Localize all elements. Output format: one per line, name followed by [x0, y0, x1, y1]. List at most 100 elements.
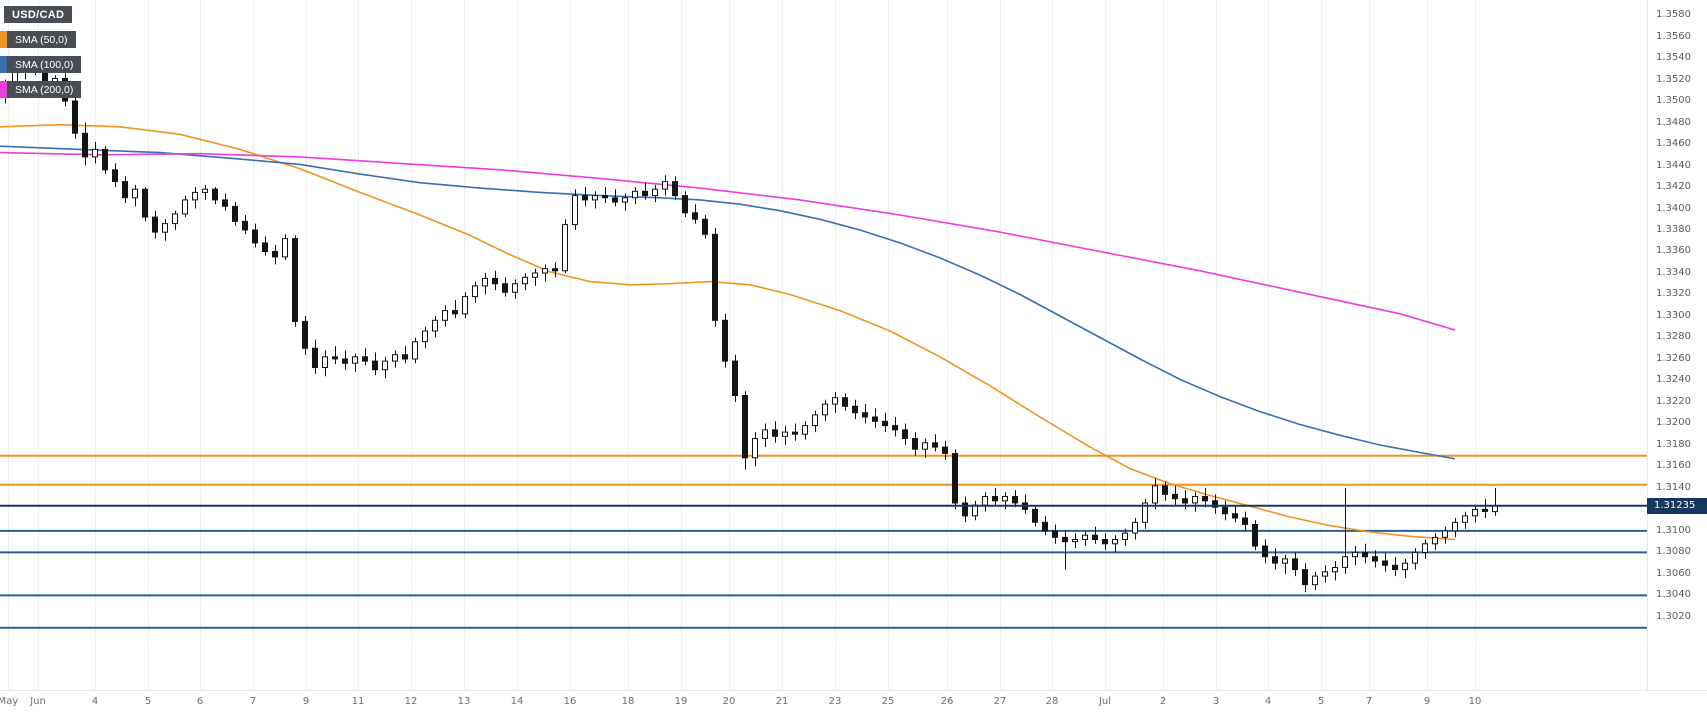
candle-bullish [422, 330, 428, 343]
candle-bearish [242, 220, 248, 231]
price-axis-label: 1.3280 [1656, 331, 1691, 343]
time-axis-label: 5 [1317, 696, 1325, 707]
candle-bearish [872, 416, 878, 422]
price-axis-label: 1.3340 [1656, 266, 1691, 278]
candle-bearish [1262, 545, 1268, 558]
candle-bearish [742, 395, 748, 459]
candle-bullish [762, 429, 768, 439]
candle-bearish [152, 216, 158, 233]
candle-bearish [332, 356, 338, 360]
candle-bearish [952, 453, 958, 504]
candle-bearish [932, 442, 938, 448]
candle-bullish [482, 277, 488, 287]
time-axis-label: 19 [674, 696, 688, 707]
candle-bearish [602, 195, 608, 199]
candle-bearish [642, 190, 648, 197]
candle-bullish [1312, 575, 1318, 586]
price-axis-label: 1.3200 [1656, 417, 1691, 429]
time-axis-label: 28 [1045, 696, 1059, 707]
sma-200-line [0, 151, 1456, 331]
candle-bearish [82, 132, 88, 158]
sma-100-badge[interactable]: SMA (100,0) [7, 56, 82, 73]
candle-bullish [322, 356, 328, 368]
candle-bearish [142, 188, 148, 218]
candle-bearish [272, 251, 278, 258]
candle-bullish [782, 431, 788, 437]
candle-bullish [1002, 496, 1008, 502]
sma-200-badge[interactable]: SMA (200,0) [7, 81, 82, 98]
time-axis-label: 23 [828, 696, 842, 707]
candle-bearish [1162, 485, 1168, 495]
candle-bullish [572, 195, 578, 226]
candle-bullish [472, 285, 478, 298]
candle-bullish [1132, 521, 1138, 534]
candle-bullish [1452, 521, 1458, 532]
sma-50-line [0, 123, 1456, 541]
time-axis-label: 11 [351, 696, 365, 707]
price-axis-label: 1.3540 [1656, 52, 1691, 64]
candle-bearish [842, 397, 848, 407]
candle-bullish [832, 397, 838, 405]
candle-bullish [352, 356, 358, 364]
candle-bullish [812, 414, 818, 427]
candle-bullish [662, 181, 668, 190]
candle-bullish [382, 360, 388, 371]
candle-bearish [122, 181, 128, 199]
price-axis-label: 1.3360 [1656, 245, 1691, 257]
candle-bearish [612, 197, 618, 203]
candle-bullish [442, 310, 448, 321]
candle-bullish [1332, 567, 1338, 573]
time-axis-label: 9 [1423, 696, 1431, 707]
candle-bearish [862, 412, 868, 418]
candle-bullish [202, 188, 208, 193]
candle-bearish [912, 438, 918, 450]
sma-50-color-tab [0, 31, 7, 48]
sma-100-line [0, 145, 1456, 460]
candle-bearish [72, 100, 78, 134]
candle-bearish [1302, 569, 1308, 586]
time-axis-label: 7 [249, 696, 257, 707]
price-axis-label: 1.3020 [1656, 610, 1691, 622]
time-axis-label: 18 [621, 696, 635, 707]
candle-bullish [542, 268, 548, 274]
candle-bullish [982, 496, 988, 506]
candle-bullish [632, 190, 638, 199]
candle-bullish [592, 195, 598, 201]
price-axis-label: 1.3100 [1656, 524, 1691, 536]
candle-bearish [1382, 560, 1388, 566]
price-axis-label: 1.3060 [1656, 567, 1691, 579]
candle-bearish [992, 496, 998, 502]
time-axis-label: 14 [510, 696, 524, 707]
candle-bearish [262, 242, 268, 252]
candlestick-chart[interactable] [0, 0, 1647, 690]
candle-bearish [1012, 496, 1018, 504]
sma-50-badge[interactable]: SMA (50,0) [7, 31, 76, 48]
time-axis-label: 5 [144, 696, 152, 707]
candle-bearish [722, 319, 728, 362]
candle-bearish [502, 283, 508, 293]
candle-bullish [752, 438, 758, 459]
candle-bearish [1372, 556, 1378, 562]
time-axis-label: Jul [1098, 696, 1112, 707]
price-axis-label: 1.3420 [1656, 181, 1691, 192]
candle-bullish [512, 283, 518, 293]
candle-bearish [582, 195, 588, 201]
candle-bearish [1092, 534, 1098, 541]
price-axis-label: 1.3240 [1656, 374, 1691, 386]
candle-bearish [252, 229, 258, 244]
time-axis-label: 20 [722, 696, 736, 707]
price-axis[interactable]: 1.3580 1.3560 1.3540 1.3520 1.3500 1.3480 1.34… [1647, 0, 1707, 690]
candle-bearish [1482, 508, 1488, 512]
candle-bearish [682, 195, 688, 214]
time-axis[interactable]: May Jun 4 5 6 7 9 11 12 13 14 16 18 19 20 21 23 25 26 27 28 J… [0, 690, 1707, 713]
time-axis-label: May [0, 696, 19, 707]
time-axis-label: Jun [30, 696, 46, 707]
price-axis-label: 1.3560 [1656, 30, 1691, 42]
candle-bearish [1102, 539, 1108, 545]
candle-bearish [962, 502, 968, 517]
sma-200-color-tab [0, 81, 7, 98]
candle-bullish [92, 148, 98, 158]
price-axis-label: 1.3160 [1656, 460, 1691, 472]
price-axis-label: 1.3520 [1656, 73, 1691, 85]
candle-bullish [1462, 515, 1468, 523]
